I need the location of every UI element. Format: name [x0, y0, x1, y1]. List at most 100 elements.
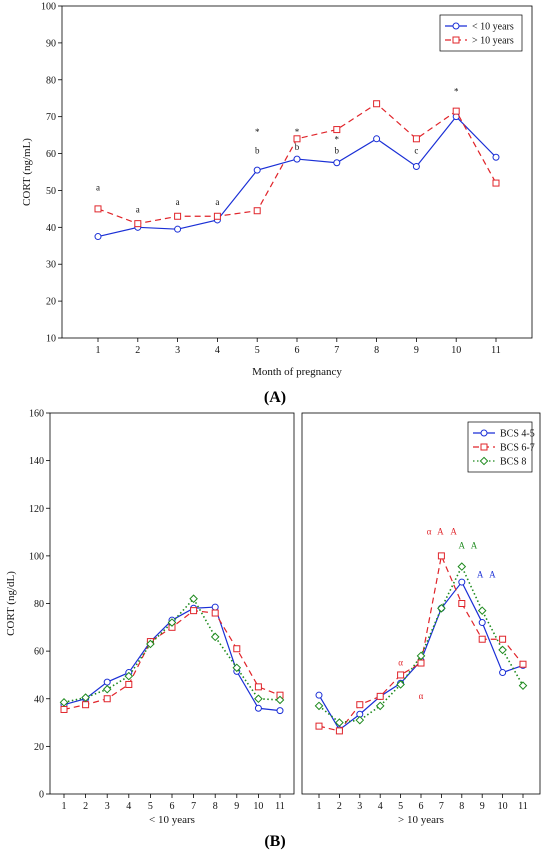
data-point — [254, 704, 262, 712]
legend-label: BCS 4-5 — [500, 429, 535, 440]
x-tick-label: 5 — [398, 801, 403, 812]
data-point — [124, 671, 134, 681]
x-tick-label: 6 — [170, 801, 175, 812]
data-point — [275, 695, 285, 705]
data-point — [373, 135, 381, 143]
data-point — [412, 135, 420, 143]
data-point — [373, 100, 381, 108]
x-tick-label: 11 — [275, 801, 285, 812]
annotation-label: A — [459, 541, 466, 551]
legend-label: < 10 years — [472, 22, 514, 33]
x-tick-label: 6 — [419, 801, 424, 812]
x-axis-label: > 10 years — [398, 814, 444, 826]
data-point — [189, 594, 198, 604]
annotation-label: * — [255, 127, 260, 137]
y-tick-label: 100 — [29, 551, 44, 562]
plot-frame — [49, 412, 295, 795]
x-tick-label: 11 — [491, 345, 501, 356]
annotation-label: c — [414, 146, 418, 156]
data-point — [397, 671, 405, 679]
data-point — [81, 693, 90, 702]
data-point — [174, 212, 182, 220]
annotation-label: A — [450, 526, 457, 536]
data-point — [253, 166, 261, 174]
x-axis-label: Month of pregnancy — [252, 366, 342, 378]
x-tick-label: 4 — [378, 801, 383, 812]
y-tick-label: 0 — [39, 790, 44, 801]
data-point — [335, 718, 344, 727]
y-tick-label: 80 — [46, 75, 56, 86]
data-point — [499, 635, 507, 643]
y-tick-label: 140 — [29, 456, 44, 467]
data-point — [376, 692, 384, 700]
annotation-label: A — [477, 569, 484, 579]
data-point — [412, 162, 420, 170]
data-point — [213, 212, 221, 220]
data-point — [276, 707, 284, 715]
x-tick-label: 8 — [374, 345, 379, 356]
data-point — [437, 552, 445, 560]
annotation-label: * — [295, 127, 300, 137]
data-point — [232, 663, 242, 673]
data-point — [233, 645, 241, 653]
legend-label: BCS 6-7 — [500, 443, 535, 454]
data-point — [125, 680, 133, 688]
series-line — [63, 597, 281, 704]
annotation-label: A — [471, 541, 478, 551]
x-axis-label: < 10 years — [149, 814, 195, 826]
x-tick-label: 2 — [135, 345, 140, 356]
data-point — [82, 701, 90, 709]
legend-box — [439, 14, 523, 52]
data-point — [416, 651, 426, 661]
x-tick-label: 9 — [234, 801, 239, 812]
data-point — [333, 159, 341, 167]
y-tick-label: 20 — [34, 742, 44, 753]
panel-label: (B) — [264, 833, 285, 850]
x-tick-label: 1 — [62, 801, 67, 812]
x-tick-label: 7 — [439, 801, 444, 812]
annotation-label: b — [295, 142, 300, 152]
data-point — [492, 179, 500, 187]
x-tick-label: 9 — [480, 801, 485, 812]
data-point — [315, 722, 323, 730]
x-tick-label: 2 — [83, 801, 88, 812]
data-point — [333, 126, 341, 134]
x-tick-label: 8 — [213, 801, 218, 812]
legend-label: BCS 8 — [500, 457, 526, 468]
x-tick-label: 6 — [295, 345, 300, 356]
legend-marker — [452, 36, 460, 44]
data-point — [499, 669, 507, 677]
annotation-label: a — [176, 197, 180, 207]
x-tick-label: 9 — [414, 345, 419, 356]
y-tick-label: 40 — [46, 223, 56, 234]
data-point — [457, 562, 467, 571]
data-point — [356, 701, 364, 709]
annotation-label: a — [136, 205, 140, 215]
x-tick-label: 1 — [96, 345, 101, 356]
panel-label: (A) — [264, 389, 286, 406]
annotation-label: * — [335, 134, 340, 144]
y-tick-label: 80 — [34, 599, 44, 610]
series-line — [318, 553, 524, 732]
legend-marker — [479, 456, 489, 466]
y-tick-label: 60 — [46, 149, 56, 160]
data-point — [452, 107, 460, 115]
data-point — [293, 155, 301, 163]
data-point — [375, 701, 385, 711]
y-tick-label: 70 — [46, 112, 56, 123]
data-point — [477, 606, 487, 615]
legend-marker — [452, 22, 460, 30]
data-point — [59, 698, 69, 707]
annotation-label: α — [427, 526, 432, 536]
data-point — [492, 153, 500, 161]
data-point — [396, 680, 405, 689]
x-tick-label: 2 — [337, 801, 342, 812]
data-point — [478, 635, 486, 643]
x-tick-label: 10 — [253, 801, 263, 812]
x-tick-label: 5 — [255, 345, 260, 356]
data-point — [478, 619, 486, 627]
annotation-label: α — [419, 691, 424, 701]
x-tick-label: 5 — [148, 801, 153, 812]
data-point — [211, 609, 219, 617]
x-tick-label: 7 — [334, 345, 339, 356]
